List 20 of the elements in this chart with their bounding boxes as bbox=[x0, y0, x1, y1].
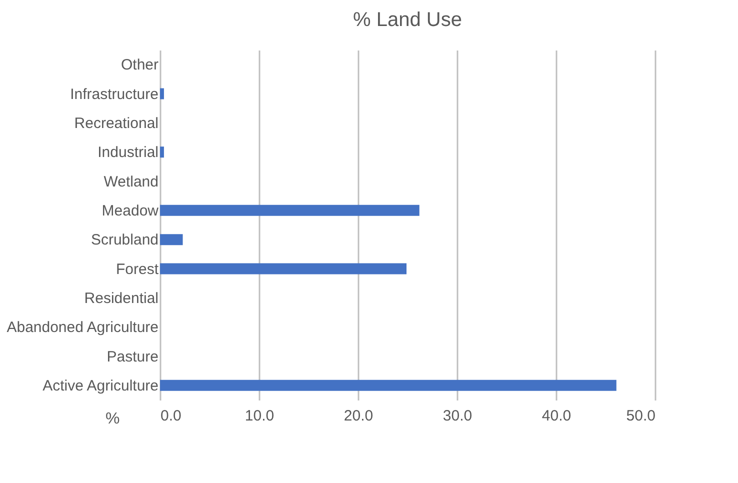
y-tick-label: Scrubland bbox=[90, 232, 158, 249]
x-tick-label: 50.0 bbox=[626, 408, 656, 424]
y-tick-label: Industrial bbox=[98, 144, 158, 162]
x-tick-label: 10.0 bbox=[244, 408, 274, 424]
y-tick-label: Meadow bbox=[102, 202, 159, 220]
x-tick-label: 40.0 bbox=[542, 408, 572, 424]
y-tick-label: Pasture bbox=[106, 348, 158, 366]
y-tick-label: Abandoned Agriculture bbox=[6, 319, 158, 336]
chart-title: % Land Use bbox=[353, 9, 462, 31]
y-tick-label: Infrastructure bbox=[70, 86, 158, 103]
y-tick-label: Wetland bbox=[104, 173, 158, 190]
y-tick-label: Recreational bbox=[74, 114, 158, 132]
x-tick-label: 0.0 bbox=[160, 408, 182, 424]
y-tick-label: Forest bbox=[116, 260, 160, 278]
y-tick-label: Other bbox=[120, 56, 159, 74]
y-tick-label: Active Agriculture bbox=[42, 377, 158, 394]
x-axis-title: % bbox=[106, 410, 120, 428]
y-tick-label: Residential bbox=[84, 290, 158, 307]
x-tick-label: 30.0 bbox=[442, 408, 472, 424]
x-tick-label: 20.0 bbox=[344, 408, 374, 424]
